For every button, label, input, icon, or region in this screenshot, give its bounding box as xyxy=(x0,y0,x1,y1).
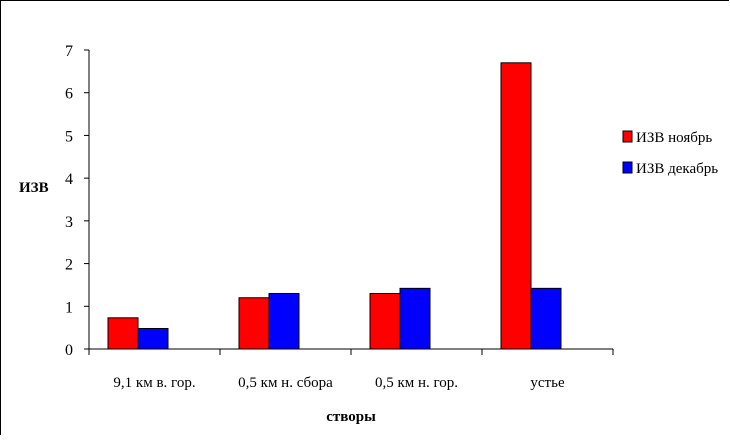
legend-swatch xyxy=(622,130,633,143)
legend: ИЗВ ноябрь ИЗВ декабрь xyxy=(622,130,718,177)
y-tick-label: 5 xyxy=(65,128,73,145)
y-tick-label: 0 xyxy=(65,342,73,359)
x-category-label: 0,5 км н. сбора xyxy=(238,375,333,391)
bar-november-2 xyxy=(369,292,401,350)
bar-december-3 xyxy=(530,287,562,350)
y-tick-label: 7 xyxy=(65,43,73,60)
bar-november-0 xyxy=(107,317,139,350)
legend-label: ИЗВ ноябрь xyxy=(636,130,712,146)
bar-november-3 xyxy=(500,62,532,350)
y-tick-label: 6 xyxy=(65,86,73,103)
x-category-label: устье xyxy=(530,375,565,391)
legend-label: ИЗВ декабрь xyxy=(636,161,718,177)
y-axis-title: ИЗВ xyxy=(19,180,49,196)
y-tick-label: 3 xyxy=(65,214,73,231)
y-tick-label: 4 xyxy=(65,171,73,188)
legend-swatch xyxy=(622,161,633,174)
x-axis-title: створы xyxy=(326,409,376,425)
bar-december-0 xyxy=(137,327,169,350)
x-category-label: 0,5 км н. гор. xyxy=(375,375,458,391)
bar-december-1 xyxy=(268,292,300,350)
x-category-label: 9,1 км в. гор. xyxy=(113,375,195,391)
y-tick-label: 1 xyxy=(65,299,73,316)
y-tick-label: 2 xyxy=(65,257,73,274)
bar-december-2 xyxy=(399,287,431,350)
bar-november-1 xyxy=(238,297,270,350)
